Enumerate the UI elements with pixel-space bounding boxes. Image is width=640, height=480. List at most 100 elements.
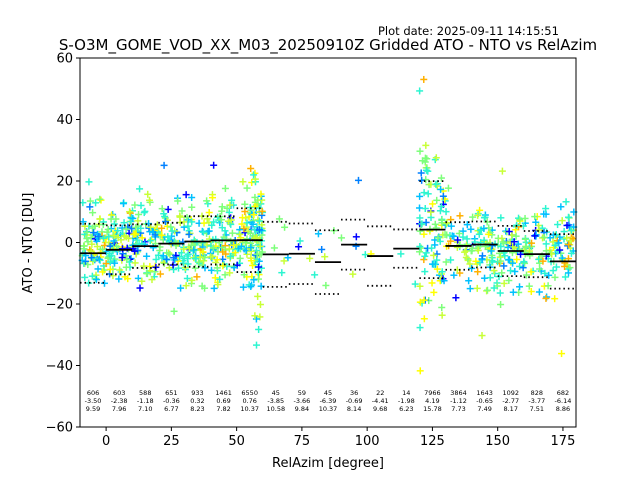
data-point-519 [164, 233, 172, 241]
data-point-1004 [554, 221, 562, 229]
data-point-449 [124, 275, 132, 283]
data-point-578 [249, 220, 257, 228]
data-point-966 [563, 221, 571, 229]
data-point-1023 [544, 282, 552, 290]
data-point-419 [83, 235, 91, 243]
data-point-727 [427, 208, 435, 216]
data-point-523 [137, 201, 145, 209]
data-point-867 [561, 273, 569, 281]
data-point-666 [416, 147, 424, 155]
data-point-567 [252, 315, 260, 323]
data-point-723 [416, 298, 424, 306]
data-point-608 [255, 263, 263, 271]
data-point-424 [120, 219, 128, 227]
data-point-165 [178, 249, 186, 257]
data-point-820 [527, 288, 535, 296]
bin-count-3: 651 [165, 389, 177, 397]
data-point-368 [220, 233, 228, 241]
data-point-452 [118, 245, 126, 253]
bin-mean-label-9: -6.39 [320, 397, 337, 405]
data-point-558 [93, 243, 101, 251]
data-point-697 [433, 256, 441, 264]
data-point-142 [131, 201, 139, 209]
data-point-935 [500, 262, 508, 270]
data-point-552 [116, 266, 124, 274]
y-tick-label-2: −20 [46, 298, 73, 313]
data-point-346 [166, 250, 174, 258]
bin-mean-label-3: -0.36 [163, 397, 180, 405]
data-point-997 [565, 241, 573, 249]
data-point-349 [214, 281, 222, 289]
data-point-904 [474, 268, 482, 276]
data-point-351 [226, 201, 234, 209]
data-point-888 [483, 218, 491, 226]
data-point-918 [519, 264, 527, 272]
bin-count-11: 22 [376, 389, 384, 397]
data-point-468 [88, 240, 96, 248]
data-point-811 [516, 262, 524, 270]
data-point-668 [429, 200, 437, 208]
data-point-499 [130, 230, 138, 238]
x-tick-label-0: 0 [102, 434, 110, 449]
data-point-845 [542, 294, 550, 302]
data-point-1020 [505, 276, 513, 284]
bin-count-4: 933 [191, 389, 203, 397]
data-point-961 [557, 203, 565, 211]
data-point-925 [535, 255, 543, 263]
data-point-718 [428, 244, 436, 252]
data-point-233 [164, 205, 172, 213]
data-point-132 [243, 184, 251, 192]
data-point-792 [535, 288, 543, 296]
data-point-374 [216, 275, 224, 283]
data-point-901 [447, 237, 455, 245]
data-point-426 [129, 214, 137, 222]
bin-std-label-4: 8.23 [190, 405, 204, 413]
data-point-129 [210, 161, 218, 169]
data-point-609 [337, 234, 345, 242]
data-point-857 [483, 286, 491, 294]
data-point-835 [521, 235, 529, 243]
data-point-913 [501, 252, 509, 260]
data-point-478 [138, 277, 146, 285]
bin-count-1: 603 [113, 389, 125, 397]
data-point-732 [423, 155, 431, 163]
bin-count-16: 1092 [502, 389, 519, 397]
data-point-861 [443, 231, 451, 239]
data-point-330 [236, 230, 244, 238]
data-point-634 [420, 75, 428, 83]
data-point-322 [152, 255, 160, 263]
x-axis-ticks: 0 25 50 75 100 125 150 175 [102, 427, 575, 449]
bin-std-label-18: 8.86 [556, 405, 570, 413]
data-point-815 [516, 283, 524, 291]
data-point-340 [170, 307, 178, 315]
data-point-618 [314, 230, 322, 238]
bin-mean-label-17: -3.77 [528, 397, 545, 405]
data-point-166 [220, 260, 228, 268]
data-point-551 [240, 271, 248, 279]
data-point-809 [551, 295, 559, 303]
bin-count-15: 1643 [476, 389, 493, 397]
data-point-442 [118, 254, 126, 262]
data-point-312 [183, 274, 191, 282]
data-point-156 [160, 161, 168, 169]
x-tick-label-2: 50 [228, 434, 245, 449]
data-point-7 [226, 269, 234, 277]
data-point-628 [349, 270, 357, 278]
data-point-386 [167, 223, 175, 231]
data-point-111 [208, 254, 216, 262]
data-point-470 [146, 196, 154, 204]
data-point-279 [205, 209, 213, 217]
data-point-702 [438, 311, 446, 319]
data-point-235 [96, 215, 104, 223]
bin-mean-label-12: -1.98 [398, 397, 415, 405]
bin-std-label-11: 9.68 [373, 405, 387, 413]
data-point-653 [422, 249, 430, 257]
data-point-969 [481, 213, 489, 221]
data-point-836 [558, 254, 566, 262]
data-point-324 [111, 259, 119, 267]
data-point-891 [547, 249, 555, 257]
data-point-511 [232, 241, 240, 249]
data-point-549 [131, 247, 139, 255]
data-point-431 [79, 218, 87, 226]
data-point-1011 [542, 205, 550, 213]
